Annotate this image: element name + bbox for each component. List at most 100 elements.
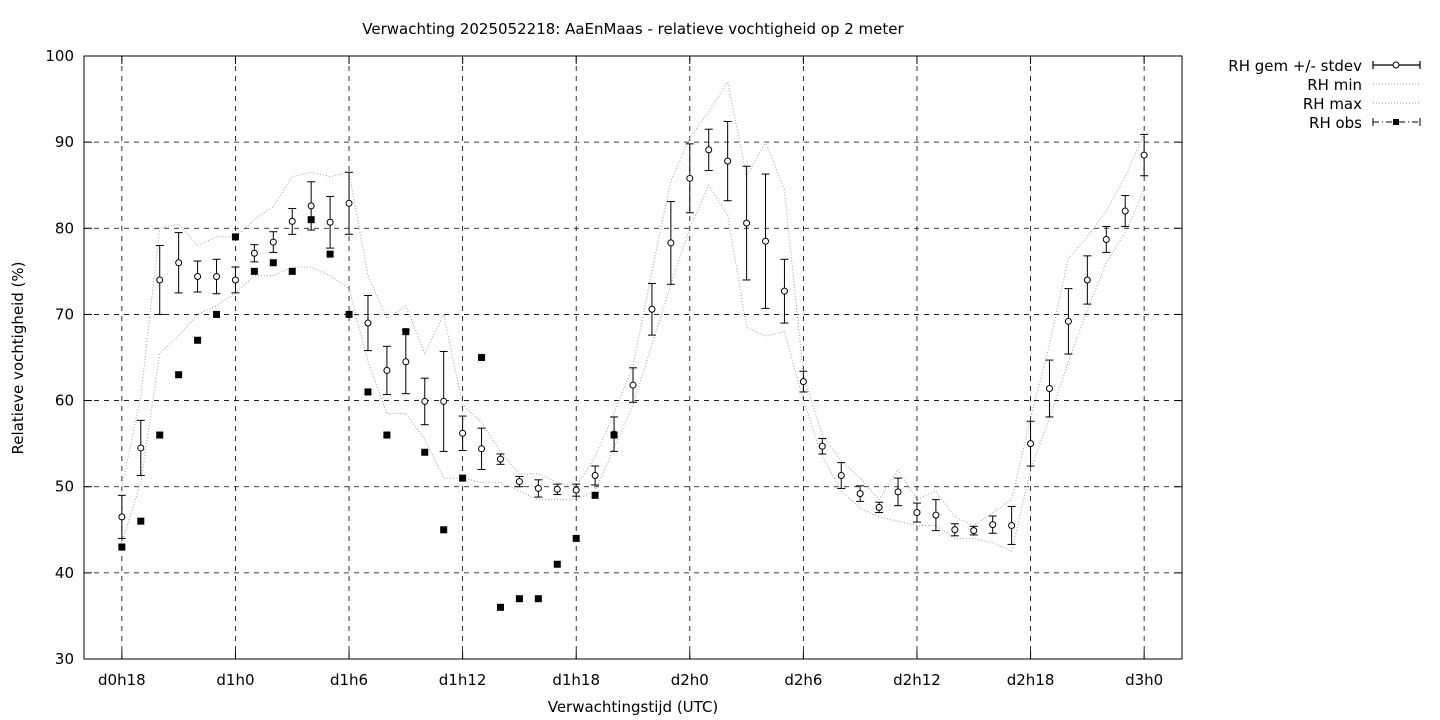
mean-point xyxy=(250,249,258,257)
obs-point xyxy=(250,267,258,275)
mean-point xyxy=(459,429,467,437)
obs-point xyxy=(591,491,599,499)
mean-point xyxy=(970,527,978,535)
mean-point xyxy=(1083,276,1091,284)
mean-errorbar xyxy=(1083,255,1092,305)
obs-point xyxy=(421,448,429,456)
mean-point xyxy=(894,488,902,496)
mean-point xyxy=(421,397,429,405)
mean-point xyxy=(1008,521,1016,529)
legend-label-obs: RH obs xyxy=(1309,114,1362,132)
x-tick-label: d2h18 xyxy=(1007,671,1055,689)
mean-point xyxy=(648,305,656,313)
y-tick-label: 90 xyxy=(55,133,74,151)
x-tick-label: d1h6 xyxy=(330,671,368,689)
mean-point xyxy=(269,238,277,246)
mean-point xyxy=(478,445,486,453)
mean-point xyxy=(194,273,202,281)
obs-point xyxy=(175,371,183,379)
obs-point xyxy=(496,603,504,611)
obs-point xyxy=(402,328,410,336)
legend-sample-mean xyxy=(1372,61,1421,69)
obs-point xyxy=(137,517,145,525)
mean-errorbar xyxy=(326,195,335,249)
mean-errorbar xyxy=(799,370,808,393)
x-tick-label: d2h6 xyxy=(784,671,822,689)
mean-errorbar xyxy=(553,483,562,495)
mean-point xyxy=(402,358,410,366)
mean-point xyxy=(1027,440,1035,448)
legend: RH gem +/- stdev RH min RH max RH obs xyxy=(1228,57,1421,132)
obs-point xyxy=(459,474,467,482)
mean-point xyxy=(667,239,675,247)
mean-errorbar xyxy=(591,465,600,486)
series-rh-min-line xyxy=(121,184,1145,553)
y-tick-label: 30 xyxy=(55,650,74,668)
mean-errorbar xyxy=(515,475,524,488)
mean-errorbar xyxy=(496,453,505,465)
obs-point xyxy=(440,526,448,534)
mean-errorbar xyxy=(666,201,675,285)
y-tick-label: 40 xyxy=(55,564,74,582)
x-tick-label: d0h18 xyxy=(98,671,146,689)
mean-errorbar xyxy=(837,462,846,489)
y-tick-label: 60 xyxy=(55,392,74,410)
plot-frame xyxy=(83,55,1183,660)
mean-errorbar xyxy=(742,165,751,281)
mean-point xyxy=(515,478,523,486)
mean-point xyxy=(686,174,694,182)
legend-sample-obs xyxy=(1372,118,1421,126)
mean-errorbar xyxy=(912,502,921,523)
mean-point xyxy=(534,484,542,492)
mean-point xyxy=(553,485,561,493)
mean-errorbar xyxy=(212,258,221,295)
obs-point xyxy=(553,560,561,568)
mean-point xyxy=(705,146,713,154)
mean-errorbar xyxy=(534,479,543,498)
mean-point xyxy=(762,237,770,245)
y-axis-label: Relatieve vochtigheid (%) xyxy=(9,261,27,454)
mean-point xyxy=(307,202,315,210)
mean-errorbar xyxy=(988,515,997,534)
obs-point xyxy=(383,431,391,439)
mean-errorbar xyxy=(723,120,732,202)
mean-point xyxy=(591,472,599,480)
mean-errorbar xyxy=(818,437,827,455)
mean-errorbar xyxy=(193,260,202,293)
mean-errorbar xyxy=(382,345,391,396)
mean-errorbar xyxy=(155,245,164,315)
x-tick-label: d2h0 xyxy=(671,671,709,689)
obs-point xyxy=(118,543,126,551)
mean-errorbar xyxy=(269,231,278,253)
mean-errorbar xyxy=(458,415,467,452)
mean-errorbar xyxy=(250,244,259,263)
obs-point xyxy=(478,354,486,361)
mean-point xyxy=(799,378,807,386)
mean-errorbar xyxy=(780,258,789,324)
obs-point xyxy=(269,259,277,267)
mean-point xyxy=(288,217,296,225)
obs-point xyxy=(572,534,580,542)
mean-errorbar xyxy=(1007,506,1016,545)
y-tick-label: 80 xyxy=(55,219,74,237)
x-tick-label: d3h0 xyxy=(1125,671,1163,689)
mean-point xyxy=(989,521,997,529)
mean-point xyxy=(875,503,883,511)
obs-point xyxy=(515,595,523,603)
mean-errorbar xyxy=(761,173,770,309)
obs-point xyxy=(231,233,239,241)
x-tick-label: d1h12 xyxy=(439,671,487,689)
mean-errorbar xyxy=(174,232,183,294)
mean-point xyxy=(724,157,732,165)
mean-errorbar xyxy=(477,427,486,470)
mean-point xyxy=(326,218,334,226)
obs-point xyxy=(345,310,353,318)
mean-errorbar xyxy=(136,419,145,477)
mean-errorbar xyxy=(1140,133,1149,177)
mean-errorbar xyxy=(439,350,448,452)
grid xyxy=(84,56,1182,659)
mean-errorbar xyxy=(363,294,372,352)
obs-point xyxy=(156,431,164,439)
mean-point xyxy=(1121,207,1129,215)
mean-point xyxy=(629,381,637,389)
